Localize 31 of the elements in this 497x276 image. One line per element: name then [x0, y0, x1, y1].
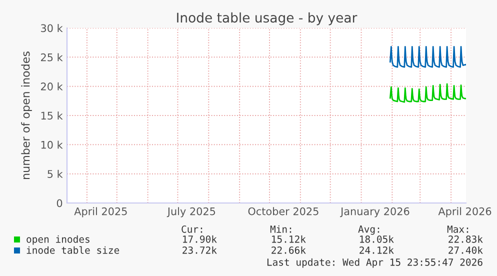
- text: Avg:: [358, 226, 380, 235]
- text: Cur:: [182, 225, 202, 233]
- legend-label: open inodes: [26, 235, 90, 245]
- text: 17.90k: [183, 235, 217, 243]
- x-tick-label: October 2025: [248, 207, 318, 216]
- y-tick-label: 5 k: [48, 170, 63, 178]
- y-axis-title: number of open inodes: [21, 52, 32, 179]
- legend-label: inode table size: [26, 246, 120, 254]
- y-tick-label: 15 k: [41, 112, 63, 120]
- text: 24.12k: [360, 246, 394, 254]
- line-series: [390, 83, 466, 103]
- y-tick-label: 25 k: [41, 53, 63, 62]
- x-tick-label: April 2025: [74, 207, 127, 218]
- line-series: [390, 46, 466, 68]
- chart-title: Inode table usage - by year: [177, 12, 358, 26]
- text: Last update: Wed Apr 15 23:55:47 2026: [267, 258, 482, 268]
- y-tick-label: 0: [56, 199, 62, 208]
- x-tick-label: July 2025: [166, 207, 216, 218]
- x-tick-label: January 2026: [340, 207, 410, 218]
- text: 27.40k: [448, 246, 483, 254]
- text: 22.83k: [448, 235, 483, 243]
- text: 18.05k: [360, 235, 394, 243]
- text: 23.72k: [182, 246, 217, 254]
- y-tick-label: 20 k: [41, 82, 63, 90]
- text: Min:: [270, 225, 292, 233]
- text: 22.66k: [272, 246, 306, 254]
- y-tick-label: 10 k: [41, 140, 63, 149]
- y-tick-label: 30 k: [41, 24, 63, 32]
- text: Max:: [447, 226, 468, 233]
- text: 15.12k: [272, 235, 306, 243]
- x-tick-label: April 2026: [438, 207, 492, 218]
